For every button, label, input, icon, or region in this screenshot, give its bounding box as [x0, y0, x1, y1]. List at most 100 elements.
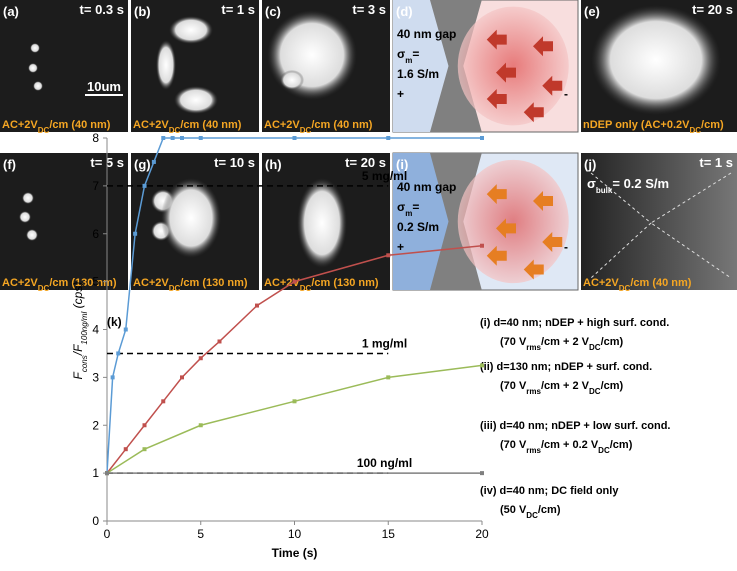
panel-caption: nDEP only (AC+0.2VDC/cm): [583, 119, 724, 135]
panel-time: t= 1 s: [221, 2, 255, 17]
panel-label: (b): [134, 4, 151, 19]
data-point: [110, 375, 115, 380]
text-part: DC: [38, 126, 50, 135]
text-part: AC+2V: [133, 277, 169, 289]
field-region: [457, 159, 569, 284]
reference-label: 1 mg/ml: [362, 336, 407, 350]
data-point: [292, 279, 297, 284]
text-part: /cm + 2 V: [541, 380, 590, 392]
panel-label: (i): [396, 157, 408, 172]
text-part: DC: [689, 126, 701, 135]
text-part: /cm): [538, 504, 561, 516]
text-part: rms: [526, 343, 541, 352]
data-point: [386, 253, 391, 258]
arrow: [486, 89, 507, 109]
text-part: AC+2V: [264, 277, 300, 289]
text-part: DC: [300, 126, 312, 135]
data-point: [480, 363, 484, 368]
data-point: [198, 136, 203, 140]
panel-time: t= 1 s: [699, 155, 733, 170]
y-axis-label: Fcons/F100ng/ml (cps): [71, 282, 89, 380]
field-region: [457, 6, 569, 126]
fluorescence: [267, 10, 357, 100]
data-point: [386, 375, 391, 380]
fluorescence: [591, 5, 721, 115]
text-part: nDEP only (AC+0.2V: [583, 119, 690, 131]
data-point: [255, 303, 259, 308]
panel-label: (a): [3, 4, 19, 19]
data-point: [170, 136, 175, 140]
y-tick-label: 4: [92, 323, 99, 337]
scale-label: 10um: [87, 79, 121, 94]
text-part: 1.6 S/m: [397, 67, 439, 81]
text-part: /cm + 2 V: [541, 336, 590, 348]
outline: [590, 172, 732, 279]
arrow: [486, 184, 507, 205]
legend-detail: (70 Vrms/cm + 2 VDC/cm): [500, 336, 624, 352]
fluorescence: [297, 178, 347, 268]
x-tick-label: 10: [288, 527, 302, 541]
text-part: (50 V: [500, 504, 527, 516]
fluorescence: [169, 16, 213, 44]
series-line: [106, 364, 483, 474]
data-point: [133, 231, 138, 236]
text-part: /cm + 0.2 V: [541, 439, 599, 451]
data-point: [292, 136, 297, 140]
arrow: [523, 259, 544, 280]
chart-title: (k): [107, 315, 122, 329]
panel-caption: AC+2VDC/cm (130 nm): [133, 277, 248, 293]
text-part: F: [71, 372, 85, 380]
diagram-text: -: [564, 87, 568, 101]
data-point: [480, 471, 484, 476]
data-point: [180, 136, 184, 140]
text-part: /cm (130 nm): [49, 277, 117, 289]
text-part: /F: [71, 344, 85, 356]
data-point: [292, 399, 297, 404]
text-part: DC: [300, 284, 312, 293]
text-part: σ: [587, 176, 596, 191]
data-point: [480, 243, 484, 248]
y-tick-label: 7: [92, 179, 99, 193]
y-tick-label: 8: [92, 131, 99, 145]
text-part: AC+2V: [2, 277, 38, 289]
diagram-text: 1.6 S/m: [397, 67, 439, 81]
diagram-text: σm=: [397, 200, 419, 218]
x-tick-label: 15: [382, 527, 396, 541]
fluorescence: [280, 70, 304, 90]
text-part: =: [412, 47, 419, 61]
diagram-text: 40 nm gap: [397, 180, 456, 194]
arrow: [542, 232, 563, 253]
text-part: = 0.2 S/m: [612, 176, 669, 191]
text-part: DC: [169, 284, 181, 293]
text-part: 100ng/ml: [80, 311, 89, 344]
data-point: [198, 423, 203, 428]
text-part: +: [397, 240, 404, 254]
panel-caption: AC+2VDC/cm (40 nm): [2, 119, 111, 135]
panel-label: (c): [265, 4, 281, 19]
text-part: -: [564, 87, 568, 101]
y-tick-label: 6: [92, 227, 99, 241]
text-part: AC+2V: [583, 277, 619, 289]
text-part: DC: [38, 284, 50, 293]
panel-time: t= 3 s: [352, 2, 386, 17]
fluorescence: [161, 178, 221, 258]
legend-detail: (50 VDC/cm): [500, 504, 561, 520]
x-axis-label: Time (s): [272, 546, 318, 560]
text-part: /cm (40 nm): [311, 119, 372, 131]
text-part: /cm): [601, 336, 624, 348]
legend-name: (ii) d=130 nm; nDEP + surf. cond.: [480, 361, 652, 373]
x-tick-label: 5: [197, 527, 204, 541]
diagram-text: +: [397, 87, 404, 101]
diagram-text: -: [564, 240, 568, 254]
text-part: AC+2V: [2, 119, 38, 131]
x-tick-label: 20: [475, 527, 489, 541]
legend-name: (iii) d=40 nm; nDEP + low surf. cond.: [480, 420, 671, 432]
text-part: AC+2V: [264, 119, 300, 131]
fluorescence: [28, 63, 38, 73]
text-part: m: [405, 209, 412, 218]
panel-caption: AC+2VDC/cm (40 nm): [264, 119, 373, 135]
legend-detail: (70 Vrms/cm + 2 VDC/cm): [500, 380, 624, 396]
text-part: DC: [598, 446, 610, 455]
data-point: [198, 356, 203, 361]
